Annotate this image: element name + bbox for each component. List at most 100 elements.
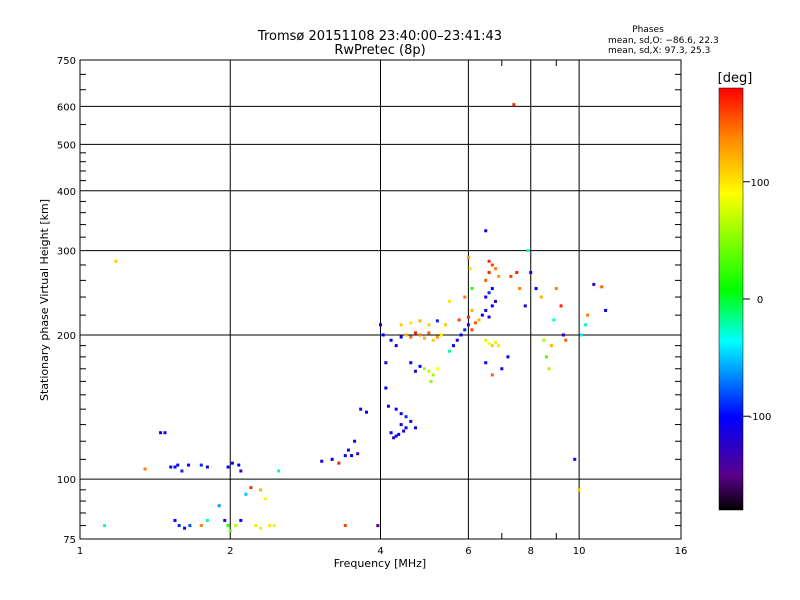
data-point	[173, 465, 177, 469]
data-point	[376, 524, 380, 528]
data-point	[487, 271, 491, 275]
data-point	[487, 291, 491, 295]
data-point	[549, 344, 553, 348]
data-point	[554, 287, 558, 291]
data-point	[384, 386, 388, 390]
data-point	[564, 338, 568, 342]
data-point	[409, 419, 413, 423]
data-point	[205, 465, 209, 469]
y-tick-label: 75	[63, 535, 76, 546]
data-point	[457, 318, 461, 322]
data-point	[399, 323, 403, 327]
data-point	[561, 333, 565, 337]
chart-subtitle: RwPretec (8p)	[334, 43, 425, 58]
y-tick-label: 750	[57, 56, 76, 67]
data-point	[459, 333, 463, 337]
data-point	[183, 526, 187, 530]
data-point	[518, 287, 522, 291]
data-point	[392, 436, 396, 440]
data-point	[159, 431, 163, 435]
data-point	[404, 426, 408, 430]
data-point	[389, 431, 393, 435]
data-point	[409, 321, 413, 325]
data-point	[259, 488, 263, 492]
data-point	[394, 434, 398, 438]
chart-title: Tromsø 20151108 23:40:00–23:41:43	[257, 29, 502, 44]
x-axis-label: Frequency [MHz]	[334, 557, 426, 570]
y-axis-label: Stationary phase Virtual Height [km]	[38, 199, 51, 401]
data-point	[259, 526, 263, 530]
data-point	[573, 457, 577, 461]
data-point	[359, 407, 363, 411]
data-point	[470, 328, 474, 332]
data-point	[579, 333, 583, 337]
colorbar-tick-label: 100	[750, 178, 769, 189]
data-point	[480, 313, 484, 317]
data-point	[490, 263, 494, 267]
data-point	[466, 256, 470, 260]
data-point	[440, 333, 444, 337]
data-point	[404, 333, 408, 337]
data-point	[523, 304, 527, 308]
data-point	[386, 404, 390, 408]
y-axis-ticks: 75 100 200 300 400 500 600 750	[57, 56, 76, 546]
stats-x-mode: mean, sd,X: 97.3, 25.3	[608, 46, 710, 56]
data-point	[487, 315, 491, 319]
data-point	[463, 295, 467, 299]
data-point	[547, 367, 551, 371]
colorbar-tick-label: -100	[749, 412, 772, 423]
data-point	[534, 287, 538, 291]
data-point	[435, 367, 439, 371]
data-point	[353, 439, 357, 443]
data-point	[163, 431, 167, 435]
data-point	[187, 463, 191, 467]
data-point	[529, 271, 533, 275]
y-tick-label: 200	[57, 331, 76, 342]
data-point	[394, 344, 398, 348]
data-point	[506, 355, 510, 359]
data-point	[509, 274, 513, 278]
data-point	[254, 524, 258, 528]
data-point	[143, 467, 147, 471]
data-point	[470, 287, 474, 291]
data-point	[413, 369, 417, 373]
data-point	[497, 344, 501, 348]
data-point	[379, 323, 382, 327]
data-point	[228, 529, 232, 533]
data-point	[470, 308, 474, 312]
x-tick-label: 10	[573, 546, 586, 557]
data-point	[399, 335, 403, 339]
colorbar-label: [deg]	[718, 71, 753, 86]
data-point	[427, 323, 431, 327]
data-point	[592, 282, 596, 286]
data-point	[239, 518, 243, 522]
data-point	[577, 488, 581, 492]
data-point	[397, 432, 401, 436]
data-point	[268, 524, 272, 528]
data-point	[384, 361, 388, 365]
data-point	[484, 308, 488, 312]
y-tick-label: 300	[57, 247, 76, 258]
data-point	[431, 373, 435, 377]
colorbar	[718, 87, 744, 511]
data-point	[600, 285, 604, 289]
data-point	[484, 229, 488, 233]
data-point	[552, 318, 556, 322]
data-point	[169, 465, 173, 469]
data-point	[515, 271, 519, 275]
data-point	[343, 524, 347, 528]
data-point	[451, 344, 455, 348]
data-point	[114, 259, 118, 263]
data-point	[429, 379, 433, 383]
data-point	[346, 448, 350, 452]
data-point	[188, 524, 192, 528]
data-point	[490, 304, 494, 308]
data-point	[418, 364, 422, 368]
data-point	[427, 369, 431, 373]
data-point	[484, 361, 488, 365]
data-point	[418, 319, 422, 323]
data-point	[409, 335, 413, 339]
data-point	[435, 319, 439, 323]
data-point	[173, 518, 177, 522]
